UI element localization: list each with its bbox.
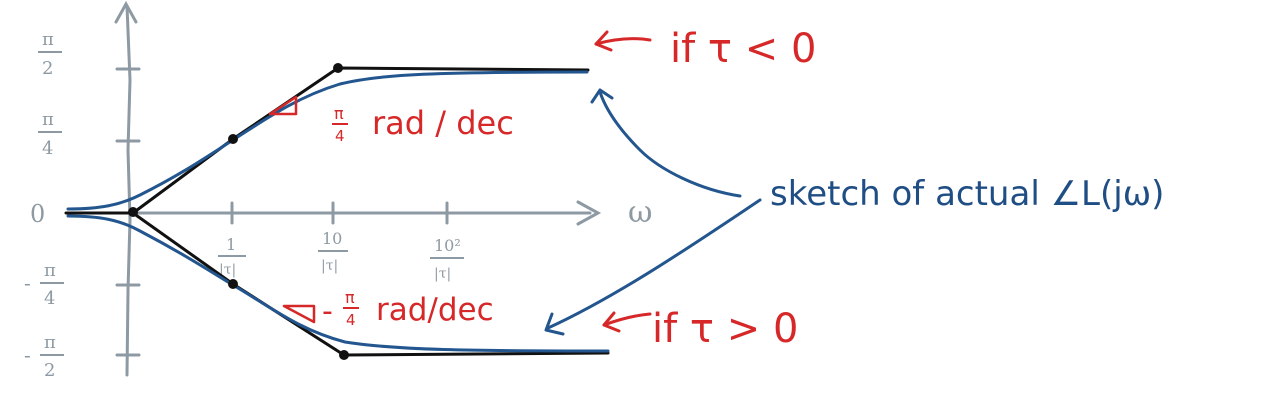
svg-text:-: - bbox=[24, 343, 31, 367]
x-axis-arrow bbox=[576, 200, 602, 226]
if-tau-pos-arrow bbox=[602, 312, 652, 327]
svg-text:-: - bbox=[322, 294, 333, 329]
actual-curves bbox=[66, 70, 610, 353]
axes bbox=[68, 0, 602, 377]
svg-text:rad/dec: rad/dec bbox=[376, 292, 494, 328]
y-tick-label-neg-pi-2: - π 2 bbox=[24, 332, 64, 381]
lower-actual-curve bbox=[66, 214, 610, 353]
y-axis bbox=[125, 4, 132, 377]
svg-text:π: π bbox=[44, 332, 56, 353]
svg-text:π: π bbox=[44, 260, 56, 281]
blue-arrows bbox=[544, 88, 762, 336]
svg-text:4: 4 bbox=[42, 138, 53, 159]
x-tick-label-10: 10 |τ| bbox=[318, 229, 348, 274]
if-tau-neg-arrow bbox=[594, 37, 652, 46]
lower-slope-triangle bbox=[282, 304, 316, 324]
y-tick-label-neg-pi-4: - π 4 bbox=[24, 260, 64, 309]
red-arrows bbox=[594, 30, 652, 333]
sketch-arrow-to-upper bbox=[598, 90, 742, 198]
if-tau-pos-label: if τ > 0 bbox=[652, 306, 798, 352]
sketch-label: sketch of actual ∠L(jω) bbox=[770, 174, 1164, 214]
svg-text:10²: 10² bbox=[434, 236, 461, 255]
y-axis-arrow bbox=[114, 0, 138, 24]
svg-text:π: π bbox=[334, 104, 344, 123]
svg-text:|τ|: |τ| bbox=[219, 262, 236, 278]
svg-text:4: 4 bbox=[44, 288, 55, 309]
slope-triangles bbox=[268, 95, 316, 324]
upper-corner-dot bbox=[333, 63, 343, 73]
svg-text:4: 4 bbox=[346, 311, 356, 329]
y-tick-label-zero: 0 bbox=[30, 200, 45, 228]
upper-slope-triangle bbox=[268, 95, 298, 116]
x-tick-label-100: 10² |τ| bbox=[430, 236, 464, 282]
if-tau-neg-label: if τ < 0 bbox=[670, 26, 816, 72]
origin-dot bbox=[128, 207, 138, 217]
y-tick-label-pi-2: π 2 bbox=[38, 29, 62, 79]
x-axis-label-omega: ω bbox=[628, 195, 652, 230]
svg-text:4: 4 bbox=[335, 127, 345, 145]
svg-text:-: - bbox=[24, 271, 31, 295]
svg-text:π: π bbox=[345, 288, 355, 307]
sketch-arrow-to-lower bbox=[546, 198, 762, 330]
svg-text:π: π bbox=[42, 109, 54, 130]
svg-text:1: 1 bbox=[226, 235, 236, 254]
svg-text:π: π bbox=[42, 29, 54, 50]
upper-mid-dot bbox=[228, 134, 238, 144]
svg-text:2: 2 bbox=[42, 58, 53, 79]
lower-mid-dot bbox=[228, 279, 238, 289]
svg-text:10: 10 bbox=[322, 229, 342, 248]
svg-text:2: 2 bbox=[44, 360, 55, 381]
x-tick-label-1: 1 |τ| bbox=[218, 235, 246, 278]
svg-text:|τ|: |τ| bbox=[321, 258, 338, 274]
break-points bbox=[128, 63, 349, 360]
svg-text:rad / dec: rad / dec bbox=[372, 104, 514, 142]
upper-actual-curve bbox=[66, 70, 589, 211]
lower-asymptote bbox=[131, 211, 610, 357]
upper-slope-annotation: π 4 rad / dec bbox=[332, 104, 514, 145]
y-tick-label-pi-4: π 4 bbox=[38, 109, 62, 159]
lower-slope-annotation: - π 4 rad/dec bbox=[322, 288, 494, 329]
svg-text:|τ|: |τ| bbox=[434, 266, 451, 282]
lower-corner-dot bbox=[339, 350, 349, 360]
